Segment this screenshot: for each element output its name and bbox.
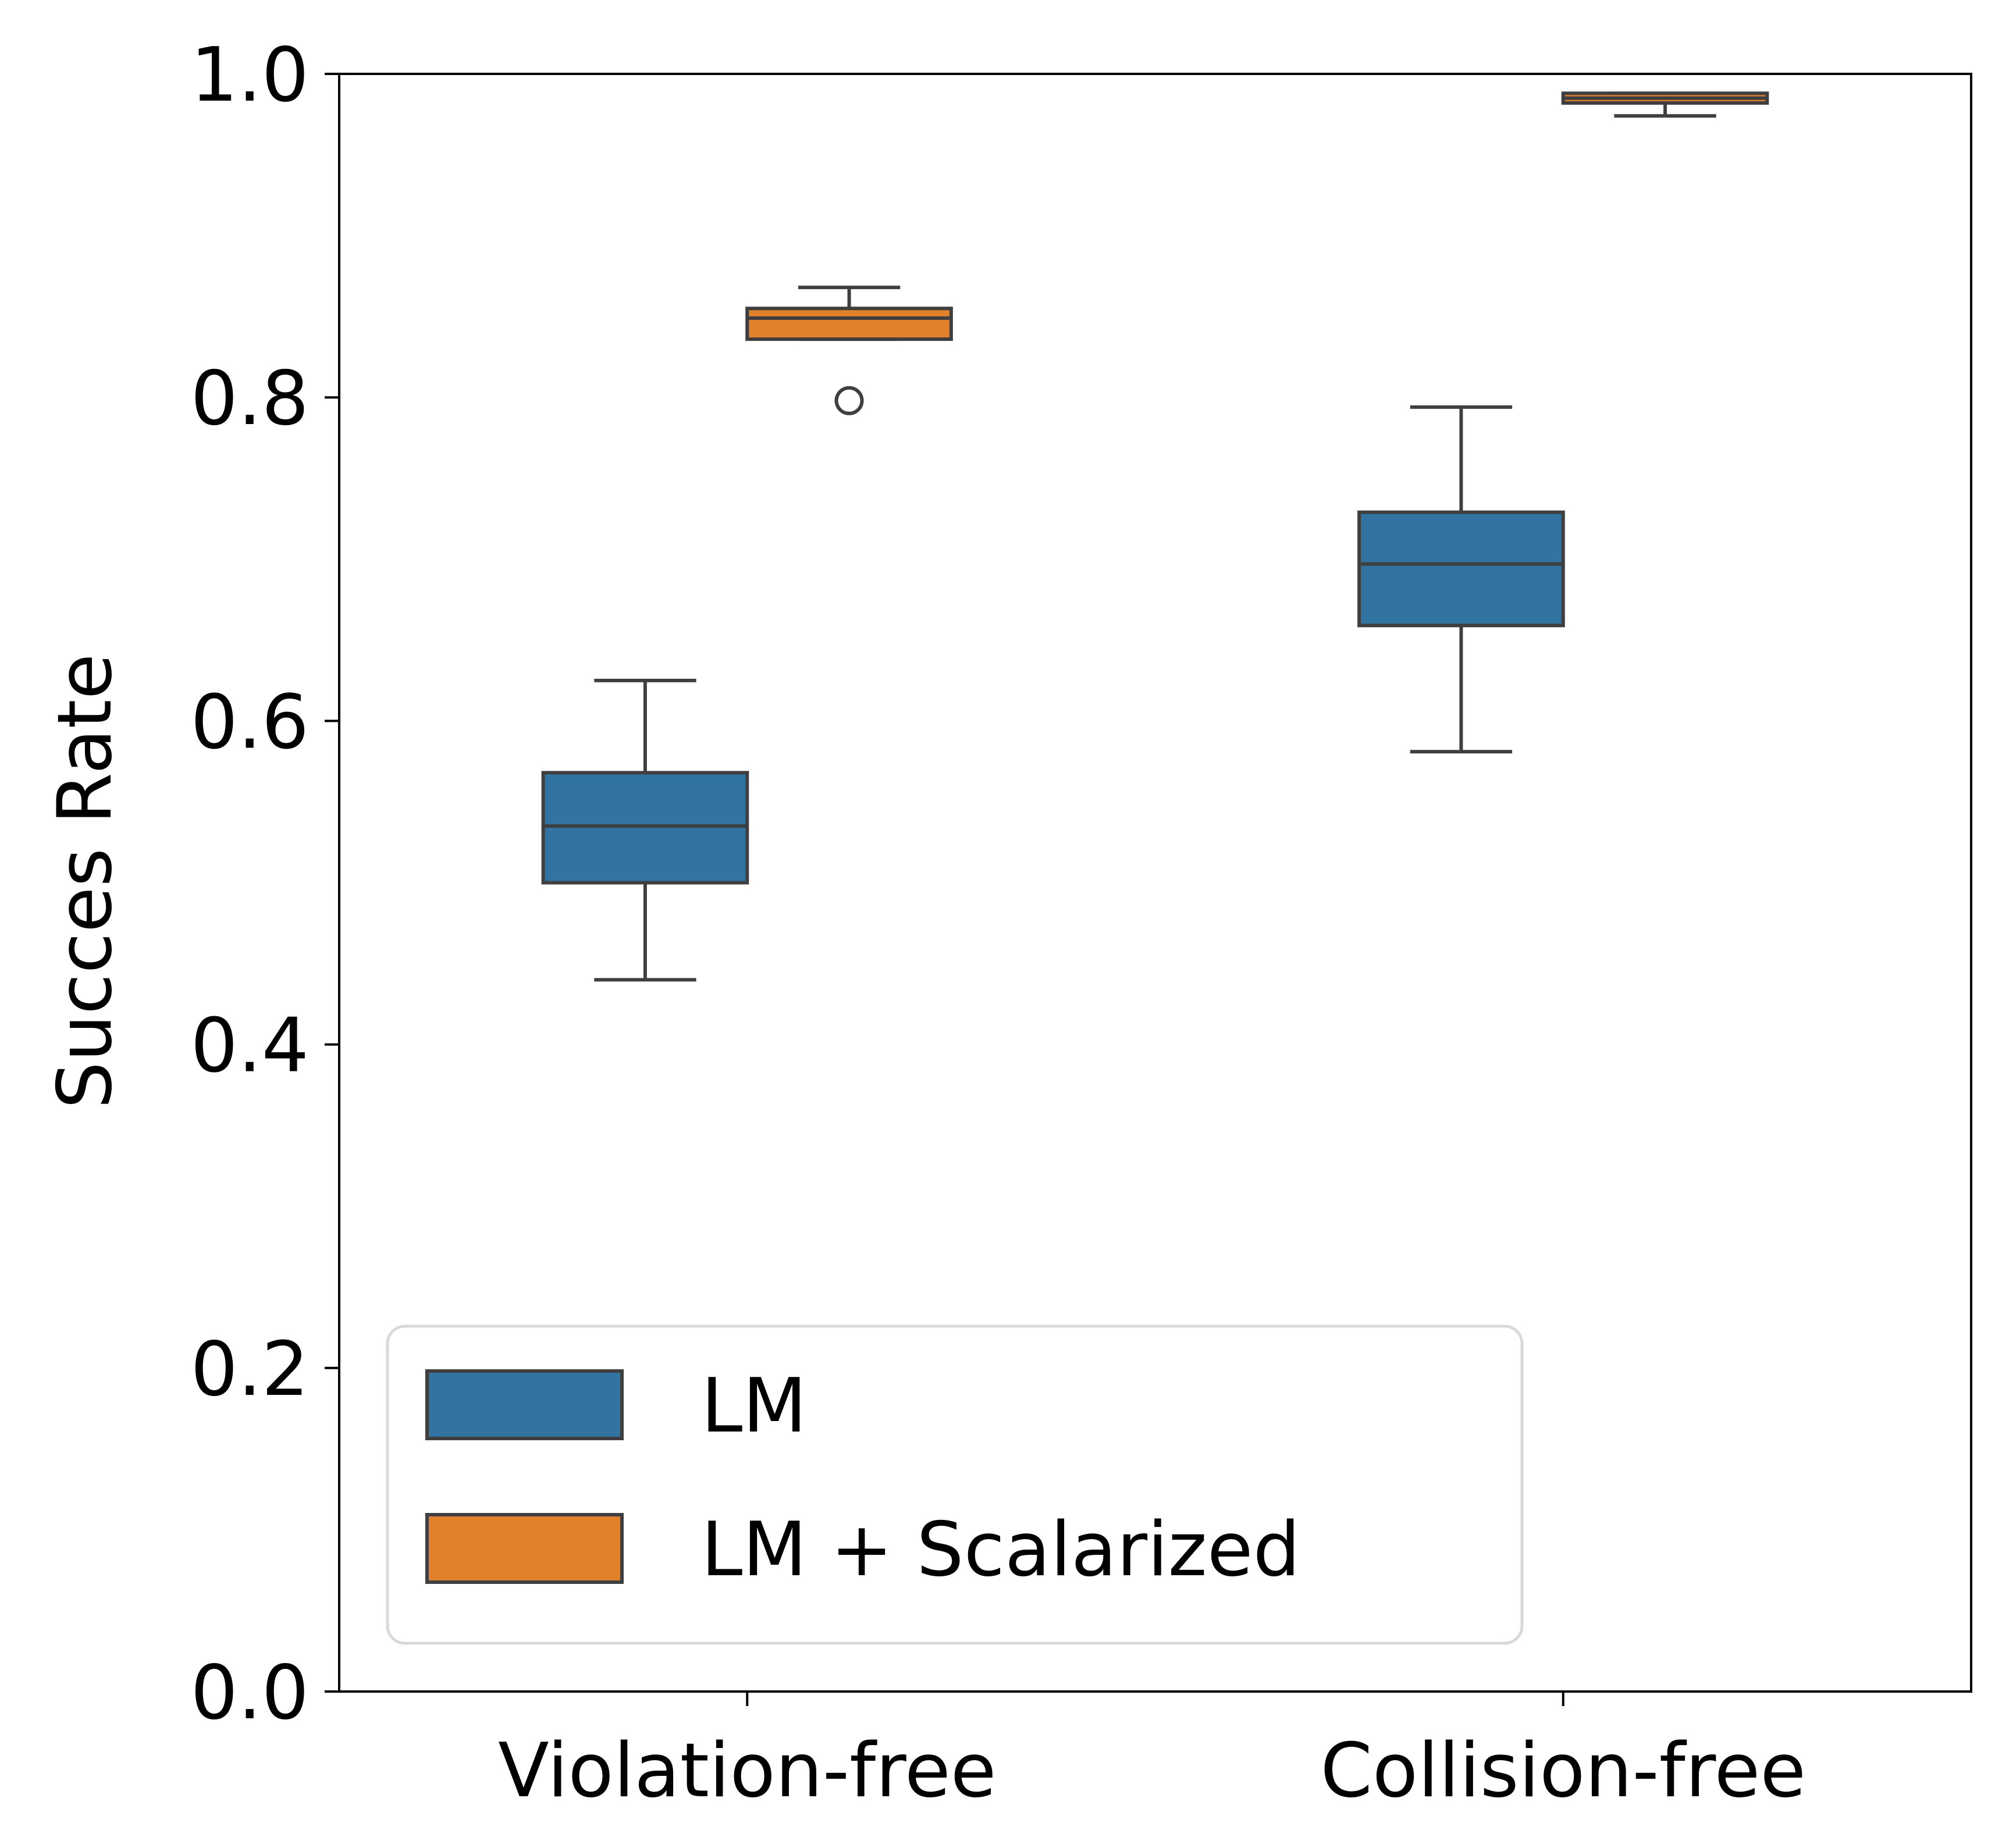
box	[1357, 405, 1565, 754]
y-axis-label: Succes Rate	[42, 654, 129, 1109]
legend-swatch	[425, 1369, 624, 1440]
box-body	[745, 307, 953, 341]
box	[541, 678, 749, 982]
y-tick-label: 0.2	[190, 1326, 309, 1413]
plot-area-frame	[338, 73, 1972, 1693]
legend-label: LM	[701, 1363, 807, 1450]
box-plot-series	[541, 91, 1769, 982]
legend-items: LM LM + Scalarized	[425, 1363, 1300, 1593]
x-axis: Violation-free Collision-free	[498, 1692, 1806, 1814]
y-tick-label: 0.6	[190, 679, 309, 765]
legend-label: LM + Scalarized	[701, 1507, 1300, 1593]
legend: LM LM + Scalarized	[386, 1324, 1524, 1645]
box-body	[1357, 510, 1565, 628]
x-tick-label: Collision-free	[1320, 1728, 1806, 1814]
y-axis: 0.0 0.2 0.4 0.6 0.8 1.0	[190, 32, 339, 1736]
y-tick-label: 0.8	[190, 355, 309, 442]
box	[745, 286, 953, 415]
legend-swatch	[425, 1513, 624, 1584]
box	[1561, 91, 1769, 118]
y-tick-label: 1.0	[190, 32, 309, 119]
outlier-point	[834, 386, 864, 415]
y-tick-label: 0.0	[190, 1650, 309, 1736]
x-tick-label: Violation-free	[498, 1728, 996, 1814]
legend-frame	[386, 1324, 1524, 1645]
y-tick-label: 0.4	[190, 1003, 309, 1089]
